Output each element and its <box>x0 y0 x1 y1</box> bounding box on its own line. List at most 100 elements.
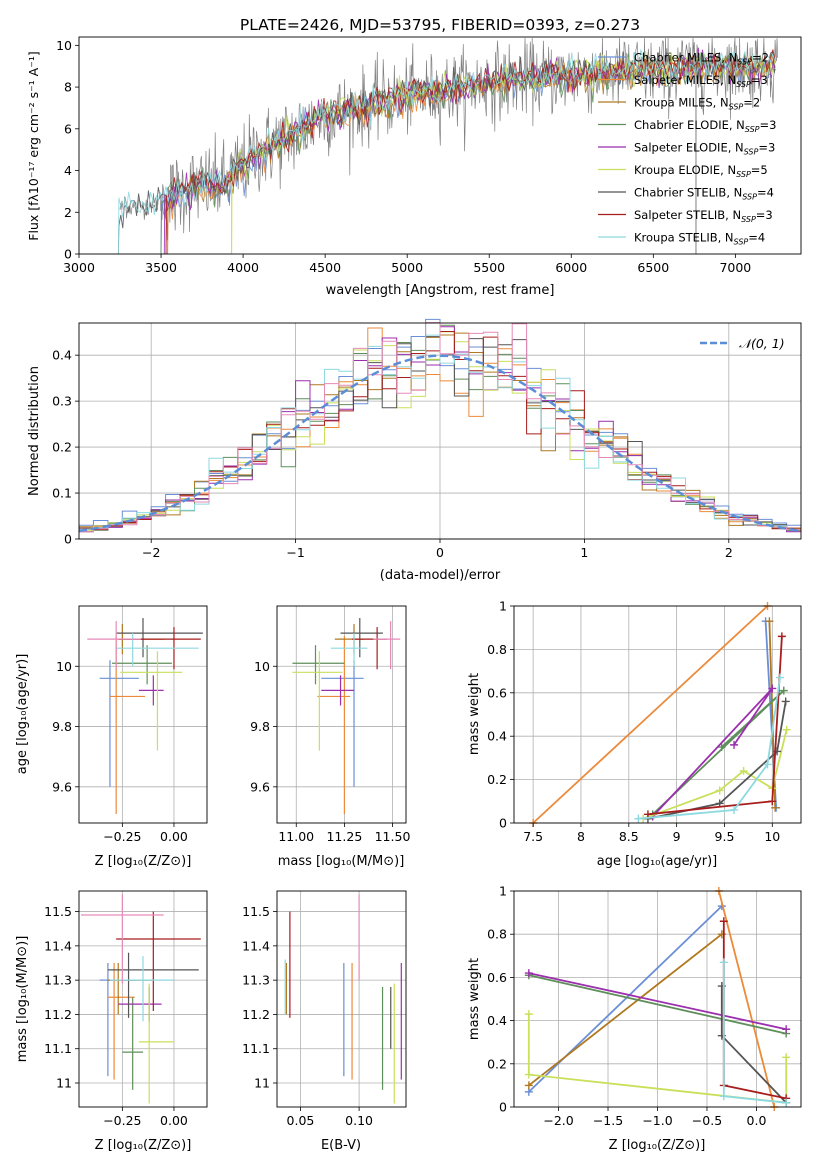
weight-series-line <box>718 890 776 1108</box>
plus-marker <box>739 766 748 775</box>
plus-marker <box>730 805 739 814</box>
x-tick-label: 6000 <box>555 260 587 275</box>
spectrum-legend: Chabrier MILES, NSSP=2 Salpeter MILES, NS… <box>598 51 776 247</box>
y-tick-label: 11.5 <box>44 904 72 919</box>
x-tick-label: 4000 <box>227 260 259 275</box>
plot-frame <box>78 605 208 824</box>
y-tick-label: 10 <box>56 38 72 53</box>
y-axis-label: Flux [fλ10⁻¹⁷ erg cm⁻² s⁻¹ A⁻¹] <box>26 51 41 240</box>
y-tick-label: 0.3 <box>52 394 72 409</box>
plus-marker <box>768 797 777 806</box>
weight-series-line <box>532 605 769 824</box>
y-tick-label: 11.2 <box>44 1007 72 1022</box>
plot-frame <box>78 322 802 540</box>
y-tick-label: 8 <box>64 80 72 95</box>
y-tick-label: 1 <box>499 884 507 899</box>
error-bars <box>292 618 401 814</box>
y-tick-label: 0.2 <box>487 772 507 787</box>
x-tick-label: 0.0 <box>747 1113 767 1128</box>
grid <box>79 891 207 1107</box>
y-tick-label: 0.4 <box>487 1013 507 1028</box>
y-tick-label: 9.6 <box>250 779 270 794</box>
x-tick-label: 0 <box>436 545 444 560</box>
x-tick-label: 5500 <box>473 260 505 275</box>
x-axis-label: Z [log₁₀(Z/Z⊙)] <box>95 1138 192 1153</box>
y-tick-label: 0.6 <box>487 685 507 700</box>
legend-label: Salpeter MILES, NSSP=3 <box>634 73 768 89</box>
grid <box>277 891 406 1107</box>
x-tick-label: 0.10 <box>345 1113 373 1128</box>
spectrum-ticks: 3000 3500 4000 4500 5000 5500 6000 6500 7000 0 2 4 6… <box>56 38 751 275</box>
x-tick-label: 7000 <box>719 260 751 275</box>
x-tick-label: 9 <box>673 829 681 844</box>
plus-marker <box>771 803 780 812</box>
plus-marker <box>779 686 788 695</box>
x-tick-label: 2 <box>725 545 733 560</box>
y-tick-label: 0.6 <box>487 970 507 985</box>
y-tick-label: 0 <box>64 247 72 262</box>
x-axis-label: age [log₁₀(age/yr)] <box>597 854 718 869</box>
model-spectrum-line <box>165 49 776 255</box>
x-axis-label: Z [log₁₀(Z/Z⊙)] <box>609 1138 706 1153</box>
x-tick-label: 10 <box>764 829 780 844</box>
metallicity-age-panel: −0.25 0.00 9.6 9.8 10 Z [log₁₀(Z/Z⊙)] age [l… <box>15 605 208 869</box>
y-tick-label: 9.8 <box>52 719 72 734</box>
plot-frame <box>513 605 802 824</box>
error-bars <box>284 894 402 1104</box>
ticks: −0.25 0.00 9.6 9.8 10 <box>52 659 188 844</box>
x-axis-label: wavelength [Angstrom, rest frame] <box>326 283 555 298</box>
model-spectrum-line <box>117 49 776 255</box>
x-tick-label: −2 <box>142 545 160 560</box>
y-tick-label: 11.4 <box>242 938 270 953</box>
y-tick-label: 0.4 <box>52 348 72 363</box>
histogram-series-line <box>79 322 801 533</box>
weight-series-line <box>720 986 787 1104</box>
x-tick-label: 11.50 <box>375 829 411 844</box>
legend-label: Chabrier MILES, NSSP=2 <box>634 51 769 67</box>
x-tick-label: 5000 <box>391 260 423 275</box>
model-spectrum-line <box>117 51 776 255</box>
y-axis-label: mass weight <box>467 673 482 755</box>
weight-lines <box>524 887 791 1111</box>
y-axis-label: age [log₁₀(age/yr)] <box>15 654 30 775</box>
y-tick-label: 1 <box>499 599 507 614</box>
x-tick-label: 11.00 <box>278 829 314 844</box>
weight-series-line <box>638 677 781 820</box>
weight-series-line <box>652 687 774 818</box>
plus-marker <box>719 1092 728 1101</box>
legend-label: Kroupa MILES, NSSP=2 <box>634 96 760 112</box>
weight-series-line <box>647 636 783 816</box>
y-tick-label: 4 <box>64 163 72 178</box>
x-tick-label: −0.5 <box>692 1113 722 1128</box>
x-tick-label: 0.00 <box>160 829 188 844</box>
weight-series-line <box>528 972 787 1031</box>
x-tick-label: −0.25 <box>103 829 141 844</box>
y-tick-label: 10 <box>254 659 270 674</box>
y-tick-label: 11.3 <box>44 973 72 988</box>
plot-frame <box>276 605 407 824</box>
x-tick-label: −0.25 <box>103 1113 141 1128</box>
plus-marker <box>782 1053 791 1062</box>
ticks: 11.00 11.25 11.50 9.6 9.8 10 <box>250 659 410 844</box>
x-tick-label: −1 <box>286 545 304 560</box>
plus-marker <box>782 725 791 734</box>
ticks: −2.0 −1.5 −1.0 −0.5 0.0 0 0.2 0.4 0.6 0.8 1 <box>487 884 766 1129</box>
y-tick-label: 2 <box>64 205 72 220</box>
plus-marker <box>782 1025 791 1034</box>
y-axis-label: mass [log₁₀(M/M⊙)] <box>15 936 30 1063</box>
plus-marker <box>715 786 724 795</box>
y-tick-label: 11 <box>254 1076 270 1091</box>
metallicity-mass-panel: −0.25 0.00 11 11.1 11.2 11.3 11.4 11.5 Z [log₁₀… <box>15 890 208 1153</box>
residual-histogram-panel: 𝒩(0, 1) −2 −1 0 1 2 0 0.1 0.2 0.3 0.4 (data-model… <box>27 318 802 583</box>
y-tick-label: 6 <box>64 121 72 136</box>
x-axis-label: E(B-V) <box>321 1138 361 1153</box>
x-tick-label: −1.0 <box>642 1113 672 1128</box>
y-axis-label: Normed distribution <box>27 366 42 496</box>
x-tick-label: 3000 <box>63 260 95 275</box>
y-tick-label: 11.5 <box>242 904 270 919</box>
legend-label: Kroupa STELIB, NSSP=4 <box>634 231 765 247</box>
weight-series-line <box>527 1014 788 1104</box>
x-tick-label: 1 <box>580 545 588 560</box>
grid <box>277 606 406 823</box>
